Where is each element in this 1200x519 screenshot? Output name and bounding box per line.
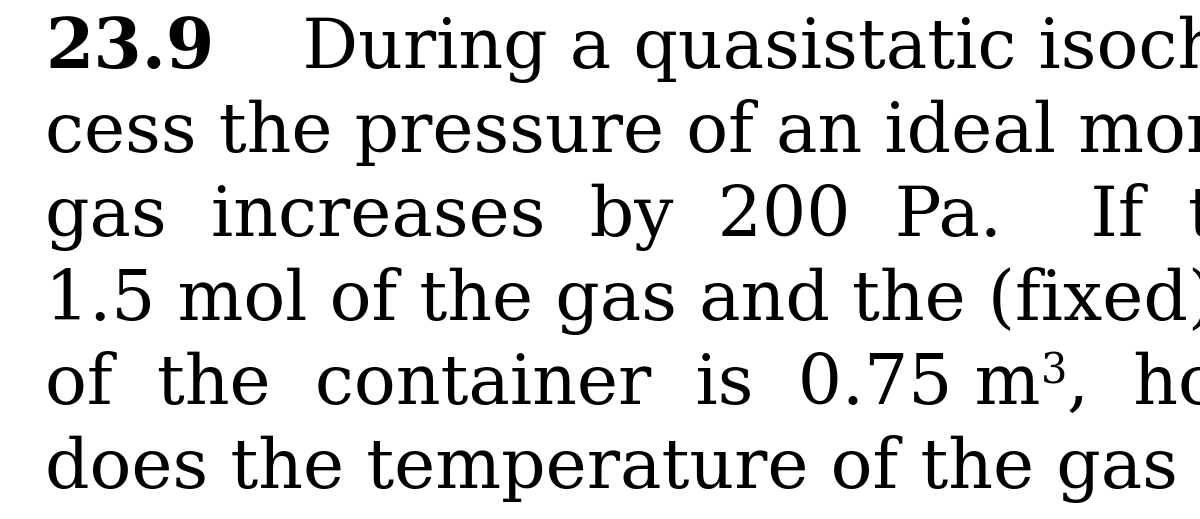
Text: of  the  container  is  0.75 m: of the container is 0.75 m [46, 352, 1040, 418]
Text: gas  increases  by  200  Pa.    If  there  are: gas increases by 200 Pa. If there are [46, 183, 1200, 251]
Text: 1.5 mol of the gas and the (fixed) volume: 1.5 mol of the gas and the (fixed) volum… [46, 267, 1200, 335]
Text: does the temperature of the gas increase?: does the temperature of the gas increase… [46, 435, 1200, 503]
Text: 3: 3 [1040, 351, 1067, 393]
Text: ,  how  much: , how much [1067, 352, 1200, 418]
Text: 23.9: 23.9 [46, 15, 215, 82]
Text: cess the pressure of an ideal monatomic: cess the pressure of an ideal monatomic [46, 99, 1200, 166]
Text: During a quasistatic isochoric pro-: During a quasistatic isochoric pro- [215, 16, 1200, 83]
